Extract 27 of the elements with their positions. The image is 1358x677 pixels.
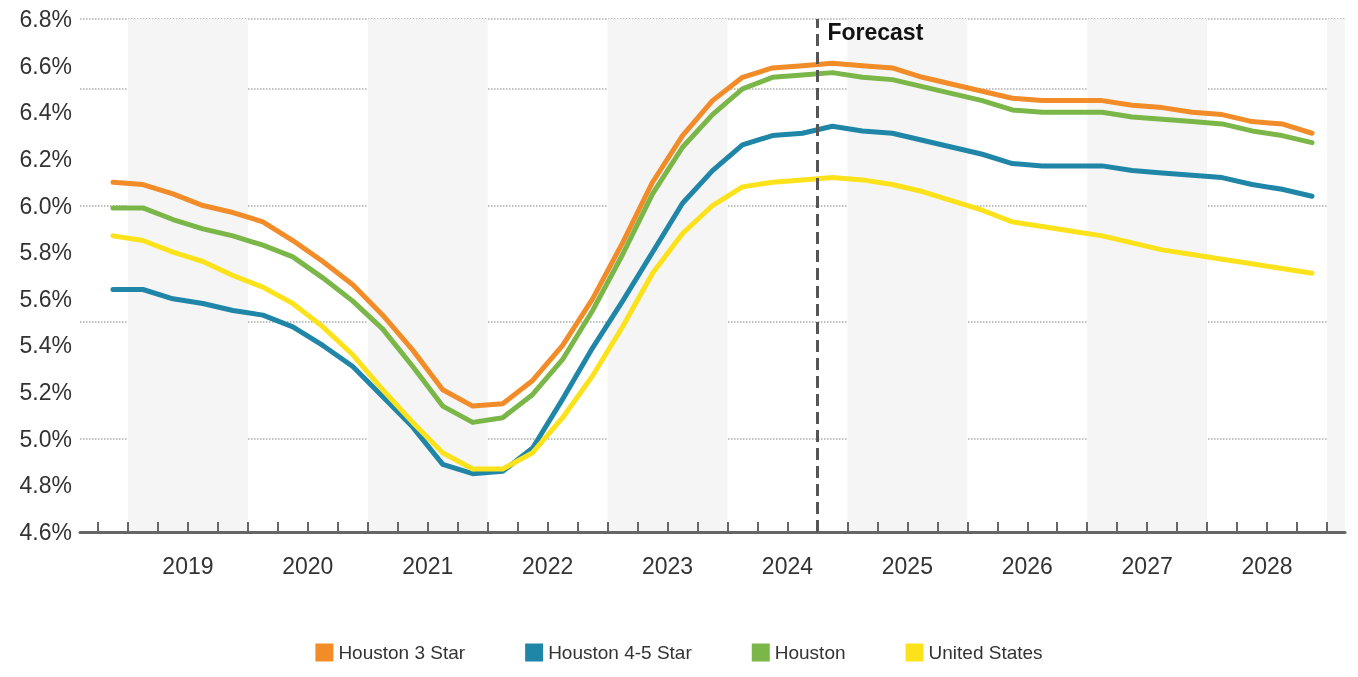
y-tick-label: 6.2% xyxy=(19,145,72,172)
x-tick-label: 2024 xyxy=(761,552,814,579)
y-tick-label: 5.0% xyxy=(19,425,72,452)
x-tick-label: 2027 xyxy=(1121,552,1173,579)
y-tick-label: 5.2% xyxy=(19,379,72,406)
y-tick-label: 5.6% xyxy=(19,285,72,312)
y-tick-label: 6.6% xyxy=(19,52,72,79)
y-tick-label: 4.6% xyxy=(19,519,72,545)
y-tick-label: 4.8% xyxy=(19,472,72,499)
y-tick-label: 5.4% xyxy=(19,332,72,359)
x-tick-label: 2019 xyxy=(162,552,214,579)
legend-label: Houston 4-5 Star xyxy=(548,642,693,663)
x-tick-label: 2022 xyxy=(522,552,574,579)
x-tick-label: 2025 xyxy=(881,552,933,579)
ref-line-label: Forecast xyxy=(827,18,924,45)
y-tick-label: 6.8% xyxy=(19,6,72,32)
y-tick-label: 5.8% xyxy=(19,239,72,266)
x-tick-label: 2028 xyxy=(1241,552,1293,579)
y-tick-label: 6.0% xyxy=(19,192,72,219)
x-tick-label: 2021 xyxy=(402,552,454,579)
x-tick-label: 2026 xyxy=(1001,552,1053,579)
legend-label: Houston xyxy=(774,642,846,663)
legend-label: United States xyxy=(928,642,1043,663)
x-tick-label: 2020 xyxy=(282,552,334,579)
legend-label: Houston 3 Star xyxy=(338,642,466,663)
x-tick-label: 2023 xyxy=(641,552,694,579)
y-tick-label: 6.4% xyxy=(19,99,72,126)
